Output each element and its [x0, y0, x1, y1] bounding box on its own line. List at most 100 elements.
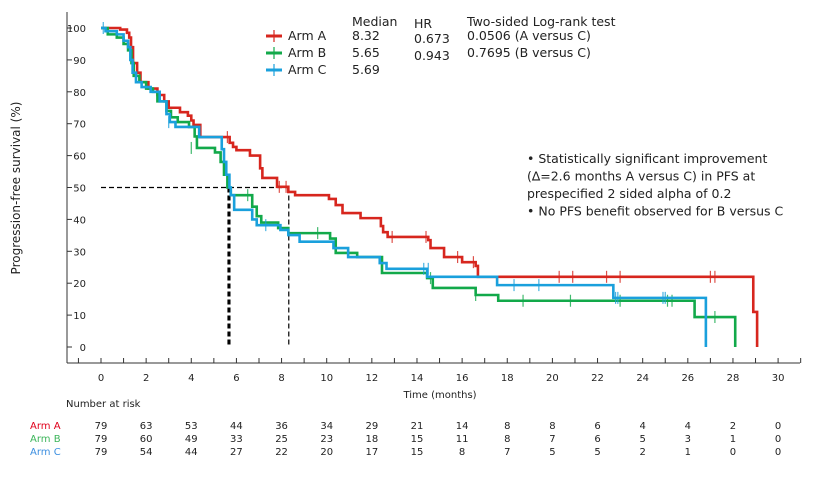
annotation-line: • No PFS benefit observed for B versus C: [527, 204, 783, 219]
legend-header-median: Median: [352, 14, 397, 29]
risk-value-arm-a: 44: [230, 421, 243, 432]
legend-name-arm-c: Arm C: [288, 62, 327, 77]
risk-table-title: Number at risk: [66, 399, 141, 410]
y-tick-label: 100: [67, 24, 86, 35]
risk-value-arm-a: 14: [456, 421, 469, 432]
risk-value-arm-c: 44: [185, 447, 198, 458]
risk-value-arm-a: 8: [549, 421, 555, 432]
risk-value-arm-a: 4: [639, 421, 645, 432]
risk-row-label-arm-a: Arm A: [30, 421, 61, 432]
x-tick-label: 24: [636, 373, 649, 384]
risk-value-arm-a: 29: [365, 421, 378, 432]
risk-value-arm-b: 79: [95, 434, 108, 445]
x-tick-label: 12: [365, 373, 378, 384]
x-tick-label: 26: [681, 373, 694, 384]
risk-value-arm-c: 22: [275, 447, 288, 458]
x-tick-label: 30: [772, 373, 785, 384]
risk-value-arm-b: 18: [365, 434, 378, 445]
y-tick-label: 50: [73, 184, 86, 195]
risk-value-arm-b: 25: [275, 434, 288, 445]
y-tick-label: 60: [73, 152, 86, 163]
legend-name-arm-b: Arm B: [288, 45, 326, 60]
legend-header-test: Two-sided Log-rank test: [466, 14, 616, 29]
y-tick-label: 80: [73, 88, 86, 99]
x-tick-label: 2: [143, 373, 149, 384]
x-tick-label: 28: [727, 373, 740, 384]
annotation: • Statistically significant improvement (…: [527, 151, 783, 219]
y-tick-label: 30: [73, 247, 86, 258]
y-tick-label: 40: [73, 215, 86, 226]
risk-value-arm-c: 54: [140, 447, 153, 458]
risk-value-arm-c: 7: [504, 447, 510, 458]
median-reference-lines: [101, 186, 290, 347]
legend-median-arm-a: 8.32: [352, 28, 380, 43]
risk-value-arm-a: 36: [275, 421, 288, 432]
x-tick-label: 20: [546, 373, 559, 384]
risk-value-arm-c: 27: [230, 447, 243, 458]
x-tick-label: 22: [591, 373, 604, 384]
risk-value-arm-a: 34: [320, 421, 333, 432]
risk-value-arm-a: 63: [140, 421, 153, 432]
x-tick-label: 16: [456, 373, 469, 384]
risk-value-arm-c: 2: [639, 447, 645, 458]
risk-value-arm-c: 15: [411, 447, 424, 458]
legend-name-arm-a: Arm A: [288, 28, 327, 43]
risk-value-arm-c: 0: [775, 447, 781, 458]
risk-value-arm-a: 0: [775, 421, 781, 432]
risk-value-arm-c: 5: [594, 447, 600, 458]
annotation-line: (∆=2.6 months A versus C) in PFS at: [527, 169, 755, 184]
x-tick-label: 0: [98, 373, 104, 384]
risk-value-arm-b: 7: [549, 434, 555, 445]
annotation-line: • Statistically significant improvement: [527, 151, 767, 166]
x-tick-label: 18: [501, 373, 514, 384]
risk-value-arm-b: 1: [730, 434, 736, 445]
legend-hr-arm-b: 0.943: [414, 48, 450, 63]
x-tick-label: 6: [233, 373, 239, 384]
risk-value-arm-b: 0: [775, 434, 781, 445]
risk-value-arm-b: 3: [685, 434, 691, 445]
y-tick-label: 90: [73, 56, 86, 67]
risk-value-arm-c: 20: [320, 447, 333, 458]
curve-arm-b: [101, 26, 737, 347]
x-tick-label: 8: [278, 373, 284, 384]
y-tick-label: 20: [73, 279, 86, 290]
legend-median-arm-b: 5.65: [352, 45, 380, 60]
annotation-line: prespecified 2 sided alpha of 0.2: [527, 186, 731, 201]
risk-value-arm-b: 33: [230, 434, 243, 445]
risk-value-arm-c: 8: [459, 447, 465, 458]
risk-value-arm-c: 0: [730, 447, 736, 458]
x-tick-label: 4: [188, 373, 194, 384]
y-tick-label: 10: [73, 311, 86, 322]
legend-header-hr: HR: [414, 16, 432, 31]
risk-value-arm-c: 1: [685, 447, 691, 458]
risk-row-label-arm-c: Arm C: [30, 447, 61, 458]
y-axis-label: Progression-free survival (%): [9, 102, 23, 275]
risk-value-arm-c: 17: [365, 447, 378, 458]
risk-value-arm-b: 5: [639, 434, 645, 445]
risk-value-arm-a: 21: [411, 421, 424, 432]
risk-value-arm-b: 11: [456, 434, 469, 445]
risk-row-label-arm-b: Arm B: [30, 434, 61, 445]
risk-value-arm-b: 8: [504, 434, 510, 445]
x-tick-label: 10: [320, 373, 333, 384]
risk-value-arm-c: 5: [549, 447, 555, 458]
risk-value-arm-a: 53: [185, 421, 198, 432]
risk-value-arm-b: 15: [411, 434, 424, 445]
legend-test-arm-b: 0.7695 (B versus C): [467, 45, 591, 60]
x-axis-label: Time (months): [402, 390, 476, 401]
curve-arm-c: [101, 26, 708, 347]
legend: Median HR Two-sided Log-rank test Arm A 8.32…: [266, 14, 616, 77]
risk-value-arm-a: 6: [594, 421, 600, 432]
risk-value-arm-b: 6: [594, 434, 600, 445]
y-tick-label: 70: [73, 120, 86, 131]
risk-value-arm-a: 8: [504, 421, 510, 432]
risk-value-arm-a: 2: [730, 421, 736, 432]
legend-test-arm-a: 0.0506 (A versus C): [467, 28, 591, 43]
risk-value-arm-b: 60: [140, 434, 153, 445]
risk-value-arm-b: 49: [185, 434, 198, 445]
legend-hr-arm-a: 0.673: [414, 31, 450, 46]
y-tick-label: 0: [80, 343, 86, 354]
